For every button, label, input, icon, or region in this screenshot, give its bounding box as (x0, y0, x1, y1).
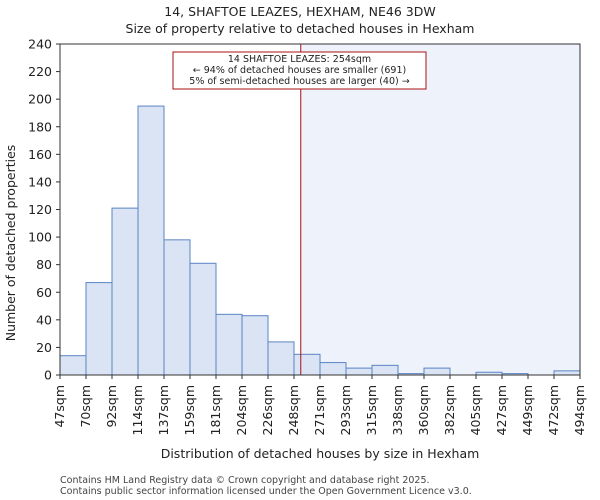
y-tick-label: 140 (28, 174, 52, 189)
annotation-line-3: 5% of semi-detached houses are larger (4… (189, 76, 409, 87)
x-tick-label: 338sqm (390, 385, 405, 435)
y-tick-label: 80 (36, 257, 52, 272)
footer-line-2: Contains public sector information licen… (60, 486, 472, 497)
bar-315sqm (371, 364, 399, 376)
x-tick-label: 181sqm (208, 385, 223, 435)
x-tick-label: 449sqm (520, 385, 535, 435)
chart-title: 14, SHAFTOE LEAZES, HEXHAM, NE46 3DW (164, 4, 435, 19)
x-tick-label: 47sqm (52, 385, 67, 428)
x-tick-label: 114sqm (130, 385, 145, 435)
y-tick-label: 100 (28, 230, 52, 245)
x-tick-label: 293sqm (338, 385, 353, 435)
bar-271sqm (319, 362, 347, 376)
x-tick-label: 159sqm (182, 385, 197, 435)
x-axis-label: Distribution of detached houses by size … (161, 446, 480, 461)
x-tick-label: 248sqm (286, 385, 301, 435)
x-tick-label: 137sqm (156, 385, 171, 435)
bar-293sqm (345, 367, 373, 376)
y-tick-label: 120 (28, 202, 52, 217)
x-tick-label: 92sqm (104, 385, 119, 428)
y-tick-label: 160 (28, 147, 52, 162)
x-axis-ticks: 47sqm 70sqm 92sqm 114sqm 137sqm 159sqm 181sqm 2… (52, 375, 587, 435)
x-tick-label: 427sqm (494, 385, 509, 435)
annotation-line-1: 14 SHAFTOE LEAZES: 254sqm (228, 54, 371, 65)
y-tick-label: 40 (36, 312, 52, 327)
y-tick-label: 180 (28, 119, 52, 134)
bar-137sqm (163, 239, 191, 376)
bar-204sqm (241, 315, 269, 376)
x-tick-label: 271sqm (312, 385, 327, 435)
x-tick-label: 226sqm (260, 385, 275, 435)
y-tick-label: 0 (44, 368, 52, 383)
y-axis-ticks: 0 20 40 60 80 100 120 140 160 180 200 220 240 (28, 37, 60, 383)
x-tick-label: 315sqm (364, 385, 379, 435)
x-tick-label: 405sqm (468, 385, 483, 435)
footer-line-1: Contains HM Land Registry data © Crown c… (60, 475, 430, 486)
x-tick-label: 494sqm (572, 385, 587, 435)
y-tick-label: 220 (28, 64, 52, 79)
bar-70sqm (85, 282, 113, 376)
bar-360sqm (423, 367, 451, 376)
x-tick-label: 70sqm (78, 385, 93, 428)
x-tick-label: 204sqm (234, 385, 249, 435)
bar-472sqm (553, 370, 581, 376)
y-tick-label: 240 (28, 37, 52, 52)
highlight-region (300, 44, 580, 375)
bar-159sqm (189, 262, 217, 376)
y-tick-label: 60 (36, 285, 52, 300)
bar-226sqm (267, 341, 295, 376)
bar-181sqm (215, 313, 243, 376)
x-tick-label: 472sqm (546, 385, 561, 435)
annotation-frame (172, 51, 427, 90)
y-axis-label: Number of detached properties (3, 145, 18, 342)
chart-subtitle: Size of property relative to detached ho… (126, 21, 475, 36)
annotation-line-2: ← 94% of detached houses are smaller (69… (193, 65, 406, 76)
bar-248sqm (293, 353, 321, 376)
x-tick-label: 360sqm (416, 385, 431, 435)
y-tick-label: 200 (28, 92, 52, 107)
bar-47sqm (59, 355, 87, 376)
bar-92sqm (111, 207, 139, 376)
y-tick-label: 20 (36, 340, 52, 355)
x-tick-label: 382sqm (442, 385, 457, 435)
bar-114sqm (137, 105, 165, 376)
annotation-box: 14 SHAFTOE LEAZES: 254sqm ← 94% of detac… (172, 51, 427, 90)
